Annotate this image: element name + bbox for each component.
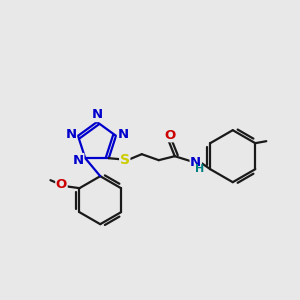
Text: N: N <box>190 156 201 169</box>
Text: S: S <box>120 153 130 167</box>
Text: N: N <box>65 128 76 141</box>
Text: H: H <box>195 164 204 174</box>
Text: O: O <box>164 129 176 142</box>
Text: N: N <box>118 128 129 141</box>
Text: N: N <box>73 154 84 167</box>
Text: N: N <box>92 109 103 122</box>
Text: O: O <box>56 178 67 191</box>
